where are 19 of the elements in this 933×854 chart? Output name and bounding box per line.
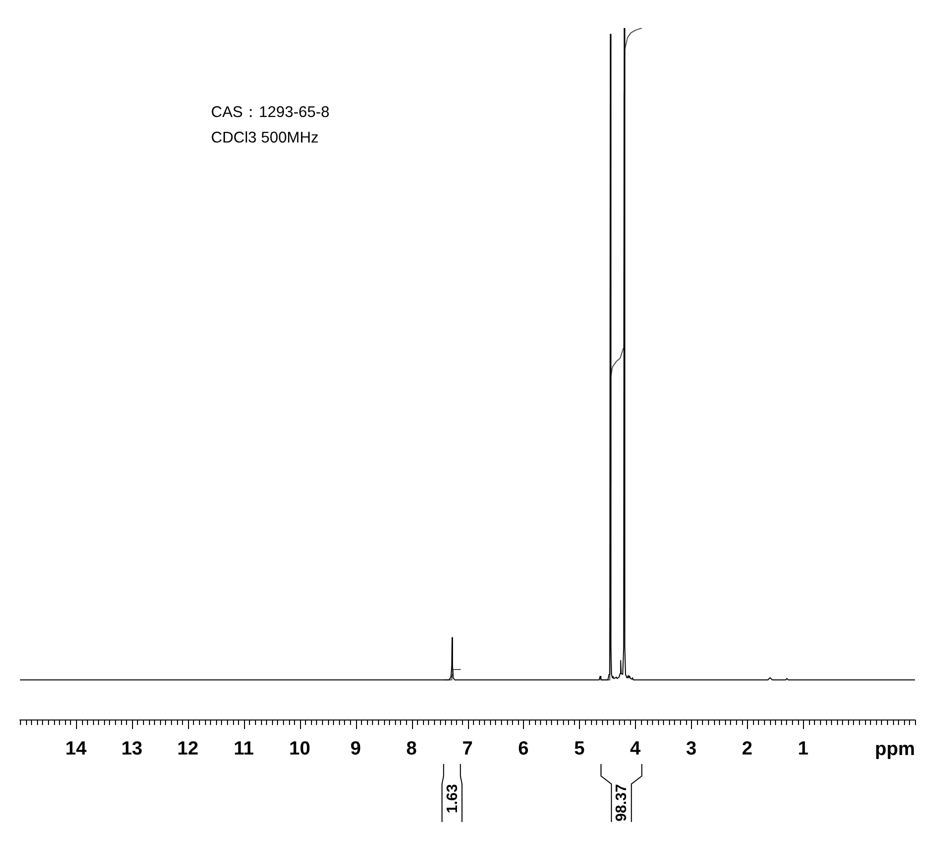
x-tick-label: 11 bbox=[234, 738, 254, 760]
x-tick-label: 5 bbox=[574, 738, 586, 760]
x-tick-label: 14 bbox=[65, 738, 87, 760]
text: 98.37 bbox=[613, 784, 630, 822]
text: 1.63 bbox=[444, 784, 461, 814]
x-tick-label: 9 bbox=[350, 738, 361, 760]
x-tick-label: 10 bbox=[289, 738, 310, 760]
x-tick-label: 3 bbox=[686, 738, 697, 760]
annotation: CDCl3 500MHz bbox=[211, 130, 319, 146]
x-tick-label: 13 bbox=[121, 738, 142, 760]
x-tick-label: 1 bbox=[798, 738, 809, 760]
x-tick-label: 7 bbox=[462, 738, 473, 760]
x-tick-label: 6 bbox=[518, 738, 529, 760]
annotation: CAS：1293-65-8 bbox=[211, 104, 330, 121]
x-tick-label: 8 bbox=[406, 738, 417, 760]
x-tick-label: 2 bbox=[742, 738, 752, 760]
x-axis-title: ppm bbox=[874, 739, 915, 760]
x-tick-label: 4 bbox=[630, 738, 642, 760]
x-tick-label: 12 bbox=[177, 738, 198, 760]
